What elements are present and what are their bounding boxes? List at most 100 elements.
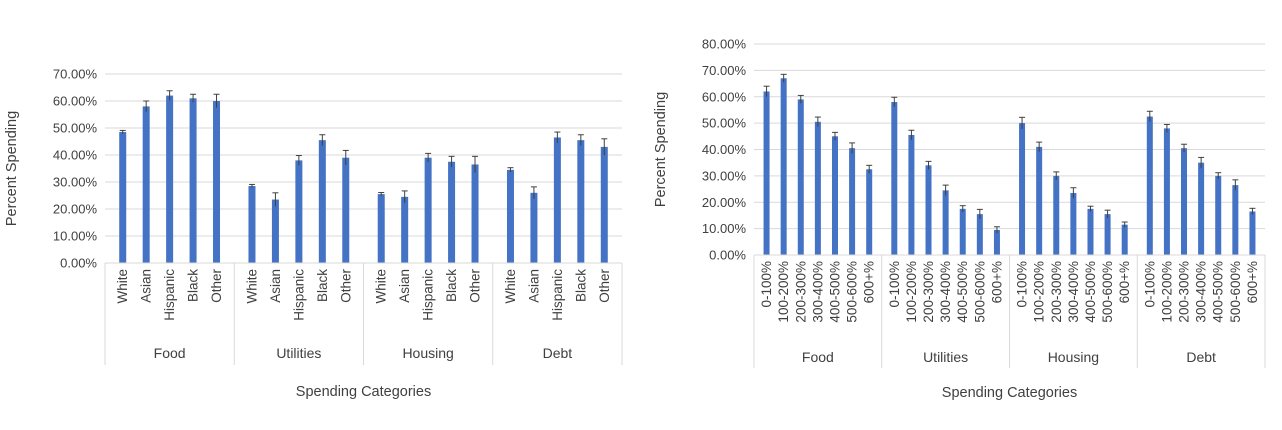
bar — [797, 99, 804, 255]
bar — [119, 132, 127, 263]
x-tick-label: 400-500% — [1083, 261, 1098, 323]
x-tick-label: 400-500% — [1211, 261, 1226, 323]
group-label: Housing — [1048, 349, 1099, 365]
x-tick-label: 300-400% — [810, 261, 825, 323]
bar — [1163, 128, 1170, 255]
x-tick-label: 500-600% — [972, 261, 987, 323]
bar — [553, 137, 561, 263]
x-tick-label: Asian — [397, 269, 412, 303]
bar — [1198, 162, 1205, 255]
chart-poverty-spending: 0.00% 10.00% 20.00% 30.00% 40.00% 50.00% 60.00… — [653, 37, 1266, 401]
x-tick-label: Hispanic — [421, 269, 436, 321]
y-axis-title: Percent Spending — [4, 111, 20, 226]
bar — [1146, 116, 1153, 255]
y-tick-label: 40.00% — [53, 148, 98, 163]
bar — [377, 194, 385, 263]
x-tick-label: Black — [444, 269, 459, 302]
bar — [577, 140, 585, 263]
x-tick-label: 100-200% — [1159, 261, 1174, 323]
x-tick-label: 200-300% — [921, 261, 936, 323]
y-tick-label: 60.00% — [53, 94, 98, 109]
bar — [908, 134, 915, 255]
y-tick-label: 50.00% — [53, 121, 98, 136]
group-label: Housing — [402, 345, 453, 361]
bar — [1070, 193, 1077, 255]
y-tick-label: 10.00% — [702, 221, 747, 236]
group-label: Debt — [543, 345, 573, 361]
bar — [891, 102, 898, 256]
x-tick-label: 300-400% — [1194, 261, 1209, 323]
x-tick-label: 300-400% — [938, 261, 953, 323]
y-tick-label: 70.00% — [53, 67, 98, 82]
x-tick-label: Asian — [268, 269, 283, 303]
chart-race-spending: 0.00% 10.00% 20.00% 30.00% 40.00% 50.00% 60.00… — [4, 67, 623, 400]
y-tick-label: 30.00% — [702, 168, 747, 183]
x-tick-label: Other — [468, 268, 483, 302]
x-tick-label: White — [244, 269, 259, 304]
x-tick-label: Asian — [139, 269, 154, 303]
x-tick-label: 0-100% — [1142, 261, 1157, 308]
x-tick-label: 200-300% — [1049, 261, 1064, 323]
x-tick-label: 500-600% — [1228, 261, 1243, 323]
bar — [1249, 211, 1256, 255]
bar — [1053, 175, 1060, 255]
x-tick-label: Other — [597, 268, 612, 302]
x-tick-label: 200-300% — [793, 261, 808, 323]
y-tick-label: 0.00% — [60, 256, 97, 271]
bar — [189, 98, 197, 263]
bar — [1036, 146, 1043, 255]
x-tick-label: 200-300% — [1177, 261, 1192, 323]
x-tick-label: White — [374, 269, 389, 304]
y-tick-label: 80.00% — [702, 37, 747, 52]
group-label: Debt — [1186, 349, 1216, 365]
bar — [814, 121, 821, 256]
bar — [342, 157, 350, 263]
x-tick-label: 600+% — [1245, 261, 1260, 303]
bar — [471, 164, 479, 263]
x-tick-label: 500-600% — [1100, 261, 1115, 323]
x-tick-label: Other — [338, 268, 353, 302]
bar — [831, 136, 838, 255]
bar — [271, 199, 279, 263]
bar — [600, 146, 608, 263]
bar — [993, 229, 1000, 255]
group-label: Utilities — [923, 349, 968, 365]
bar — [166, 95, 174, 263]
y-tick-label: 20.00% — [53, 202, 98, 217]
x-tick-label: Black — [573, 269, 588, 302]
group-label: Food — [802, 349, 834, 365]
x-tick-label: White — [503, 269, 518, 304]
x-tick-label: 100-200% — [776, 261, 791, 323]
bar — [1215, 175, 1222, 255]
x-tick-label: 100-200% — [904, 261, 919, 323]
bar — [530, 192, 538, 263]
bar — [1019, 123, 1026, 255]
y-tick-label: 0.00% — [709, 248, 746, 263]
bar — [866, 169, 873, 255]
bar — [925, 165, 932, 255]
y-tick-label: 60.00% — [702, 89, 747, 104]
bar — [942, 190, 949, 255]
x-tick-label: 100-200% — [1032, 261, 1047, 323]
x-tick-label: 600+% — [1117, 261, 1132, 303]
x-tick-label: Black — [186, 269, 201, 302]
bar — [959, 208, 966, 255]
bar — [1121, 224, 1128, 255]
x-tick-label: 0-100% — [1015, 261, 1030, 308]
bar — [401, 196, 409, 263]
x-tick-label: 0-100% — [759, 261, 774, 308]
x-axis-title: Spending Categories — [942, 385, 1077, 401]
bar — [142, 106, 150, 264]
x-tick-label: 600+% — [862, 261, 877, 303]
bar — [424, 157, 432, 263]
bar — [1232, 185, 1239, 255]
x-tick-label: Hispanic — [550, 269, 565, 321]
x-tick-label: 400-500% — [827, 261, 842, 323]
bar — [318, 140, 326, 263]
x-tick-label: Black — [315, 269, 330, 302]
x-tick-label: 0-100% — [887, 261, 902, 308]
bar — [849, 148, 856, 255]
bar — [295, 160, 303, 263]
y-tick-label: 10.00% — [53, 229, 98, 244]
bar — [976, 214, 983, 255]
